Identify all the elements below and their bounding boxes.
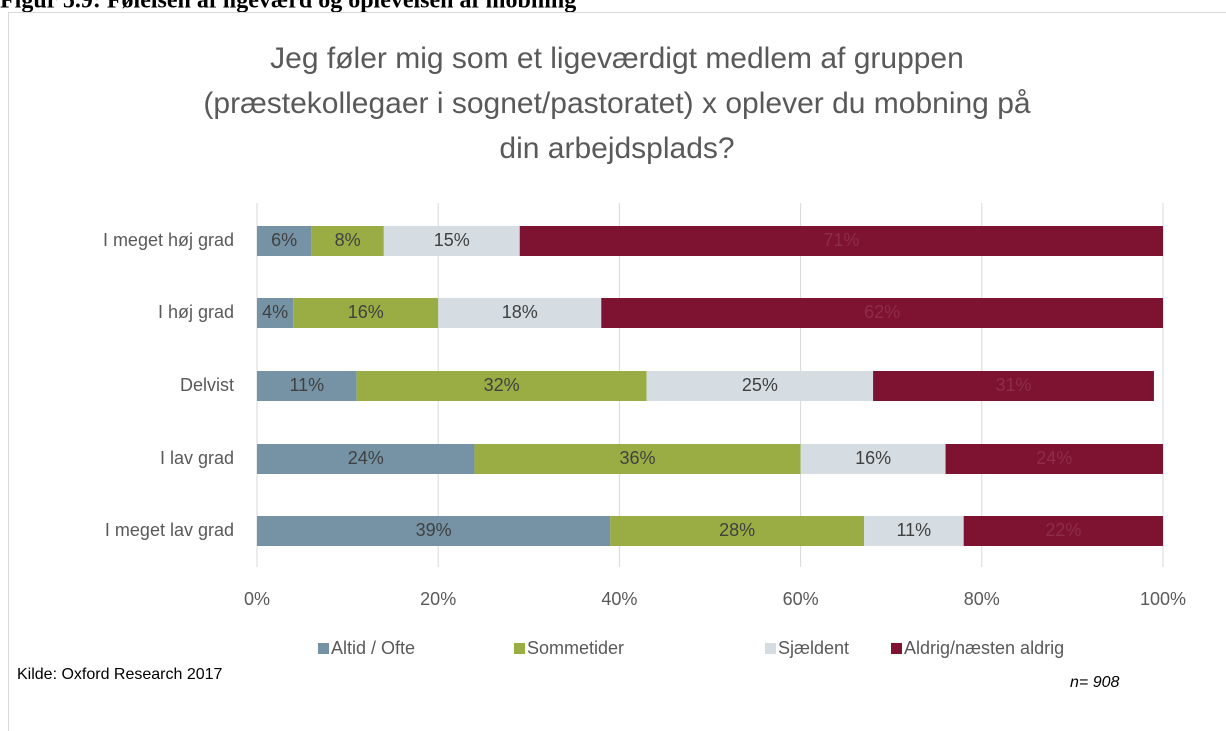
bar-segment bbox=[293, 298, 439, 328]
data-label: 31% bbox=[995, 375, 1031, 395]
y-tick-label: Delvist bbox=[180, 375, 234, 395]
sample-note: n= 908 bbox=[1070, 674, 1119, 691]
x-tick-label: 0% bbox=[244, 589, 270, 609]
data-label: 24% bbox=[1036, 448, 1072, 468]
bar-segment bbox=[601, 298, 1163, 328]
y-tick-label: I høj grad bbox=[158, 302, 234, 322]
data-label: 11% bbox=[289, 375, 324, 395]
figure-caption: Figur 5.9: Følelsen af ligeværd og oplev… bbox=[0, 0, 576, 14]
source: Kilde: Oxford Research 2017 bbox=[17, 666, 223, 683]
data-label: 16% bbox=[855, 448, 891, 468]
x-tick-label: 80% bbox=[964, 589, 1000, 609]
legend-label: Aldrig/næsten aldrig bbox=[904, 638, 1064, 658]
chart-title: Jeg føler mig som et ligeværdigt medlem … bbox=[270, 42, 964, 75]
chart-title: din arbejdsplads? bbox=[499, 132, 734, 165]
data-label: 39% bbox=[416, 520, 452, 540]
legend-label: Altid / Ofte bbox=[331, 638, 415, 658]
data-label: 11% bbox=[896, 520, 931, 540]
chart-border bbox=[8, 12, 1226, 731]
bar-segment bbox=[800, 444, 946, 474]
data-label: 32% bbox=[484, 375, 520, 395]
bar-segment bbox=[356, 371, 647, 401]
data-label: 25% bbox=[742, 375, 778, 395]
legend-label: Sommetider bbox=[527, 638, 624, 658]
legend-swatch bbox=[318, 643, 329, 654]
bar-segment bbox=[864, 516, 964, 546]
bar-segment bbox=[873, 371, 1154, 401]
y-tick-label: I meget lav grad bbox=[105, 520, 234, 540]
data-label: 36% bbox=[620, 448, 656, 468]
bar-segment bbox=[311, 226, 384, 256]
data-label: 6% bbox=[271, 230, 297, 250]
chart-title: (præstekollegaer i sognet/pastoratet) x … bbox=[203, 87, 1030, 120]
bar-segment bbox=[963, 516, 1163, 546]
bar-segment bbox=[257, 226, 312, 256]
data-label: 24% bbox=[348, 448, 384, 468]
data-label: 15% bbox=[434, 230, 470, 250]
x-tick-label: 60% bbox=[783, 589, 819, 609]
legend-swatch bbox=[514, 643, 525, 654]
legend-label: Sjældent bbox=[778, 638, 849, 658]
bar-segment bbox=[610, 516, 865, 546]
x-tick-label: 40% bbox=[601, 589, 637, 609]
data-label: 22% bbox=[1045, 520, 1081, 540]
y-tick-label: I lav grad bbox=[160, 448, 234, 468]
legend-swatch bbox=[891, 643, 902, 654]
bar-segment bbox=[257, 371, 357, 401]
bar-segment bbox=[646, 371, 874, 401]
data-label: 28% bbox=[719, 520, 755, 540]
bar-segment bbox=[438, 298, 602, 328]
bar-segment bbox=[257, 298, 294, 328]
data-label: 4% bbox=[262, 302, 288, 322]
data-label: 16% bbox=[348, 302, 384, 322]
bar-segment bbox=[383, 226, 520, 256]
x-tick-label: 20% bbox=[420, 589, 456, 609]
data-label: 71% bbox=[823, 230, 859, 250]
bar-segment bbox=[519, 226, 1163, 256]
data-label: 8% bbox=[335, 230, 361, 250]
data-label: 62% bbox=[864, 302, 900, 322]
legend-swatch bbox=[765, 643, 776, 654]
bar-segment bbox=[257, 516, 611, 546]
x-tick-label: 100% bbox=[1140, 589, 1186, 609]
data-label: 18% bbox=[502, 302, 538, 322]
y-tick-label: I meget høj grad bbox=[103, 230, 234, 250]
bar-segment bbox=[945, 444, 1163, 474]
bar-segment bbox=[474, 444, 801, 474]
bar-segment bbox=[257, 444, 475, 474]
